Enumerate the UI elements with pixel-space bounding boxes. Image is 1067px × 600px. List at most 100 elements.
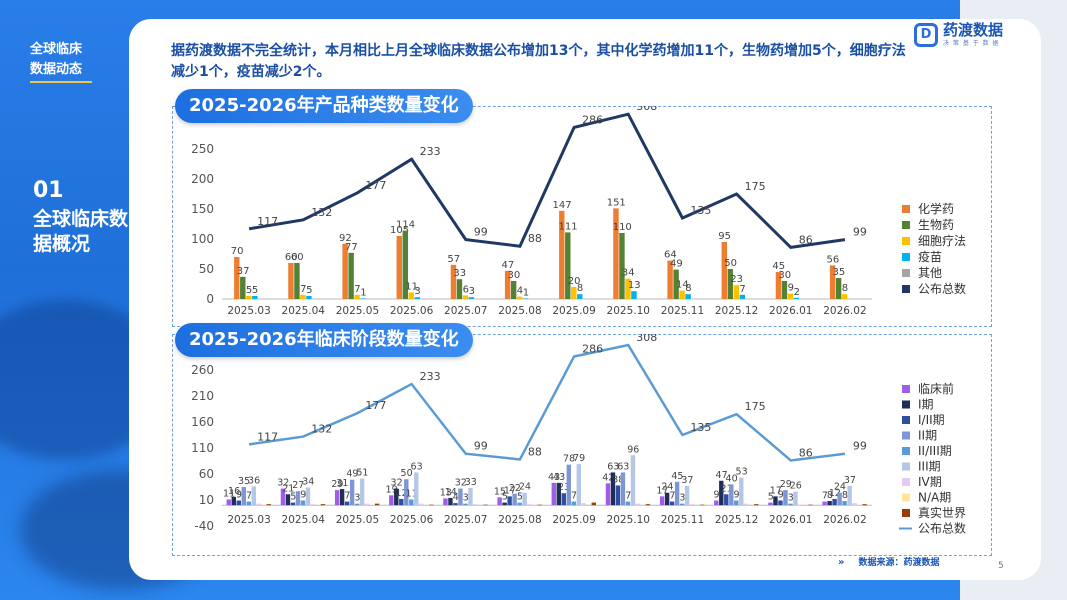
- x-tick-label: 2025.10: [607, 514, 650, 526]
- legend-swatch: [902, 431, 910, 440]
- bar-data-label: 4: [453, 492, 459, 503]
- bar: [414, 472, 419, 506]
- bar: [714, 500, 719, 506]
- bar: [522, 492, 527, 506]
- bar-data-label: 3: [414, 286, 420, 297]
- bar: [835, 278, 842, 299]
- legend-label: II期: [918, 429, 937, 443]
- x-tick-label: 2025.08: [498, 305, 541, 317]
- line-data-label: 177: [365, 399, 386, 412]
- bar: [798, 504, 803, 506]
- bar-data-label: 79: [573, 453, 585, 464]
- bar: [483, 504, 488, 506]
- bar-data-label: 11: [406, 488, 418, 499]
- legend-swatch: [902, 478, 910, 486]
- bar: [613, 208, 619, 299]
- x-tick-label: 2026.01: [769, 305, 812, 317]
- bar-data-label: 47: [502, 260, 515, 271]
- bar: [625, 278, 631, 299]
- bar-data-label: 5: [246, 285, 252, 296]
- chart-clinical-phases: -40 10 60 110 160 210 260 2025.03 2025.04 2025.05…: [191, 334, 966, 536]
- bar: [862, 504, 867, 506]
- bar: [664, 492, 670, 506]
- bar: [456, 279, 463, 299]
- bar: [669, 501, 675, 506]
- x-tick-label: 2025.04: [282, 305, 326, 317]
- bar: [344, 501, 350, 506]
- bar: [679, 290, 685, 299]
- logo-tagline: 决 策 基 于 数 据: [943, 40, 1000, 47]
- bar-data-label: 33: [465, 477, 477, 488]
- line-data-label: 132: [311, 423, 332, 436]
- line-data-label: 308: [636, 334, 657, 344]
- bar: [842, 501, 847, 506]
- bar: [827, 501, 832, 506]
- bar: [290, 502, 296, 506]
- x-tick-label: 2025.04: [282, 514, 326, 526]
- bar: [342, 243, 348, 299]
- line-data-label: 86: [799, 233, 813, 246]
- bar: [645, 504, 651, 506]
- bar: [443, 498, 448, 506]
- bar-data-label: 19: [386, 484, 398, 495]
- bar-data-label: 8: [842, 490, 848, 501]
- bar-data-label: 32: [277, 478, 289, 489]
- bar-data-label: 38: [612, 474, 624, 485]
- bar-data-label: 7: [571, 491, 577, 502]
- bar: [354, 503, 360, 506]
- bar: [734, 500, 739, 506]
- bar-data-label: 32: [455, 478, 467, 489]
- bar: [280, 488, 286, 506]
- y-tick-label: 50: [199, 262, 214, 276]
- chart1-title: 2025-2026年产品种类数量变化: [175, 89, 473, 123]
- bar: [733, 285, 739, 299]
- nav-section-link[interactable]: 全球临床 数据动态: [30, 40, 82, 80]
- footer-source: » 数据来源：药渡数据: [838, 555, 939, 568]
- y-tick-label: 250: [191, 142, 214, 156]
- bar: [837, 492, 842, 506]
- legend-swatch: [902, 462, 910, 471]
- bar-data-label: 29: [331, 479, 343, 490]
- bar-data-label: 34: [302, 477, 314, 488]
- bar: [559, 210, 565, 299]
- bar: [497, 497, 502, 506]
- bar: [630, 455, 636, 506]
- legend-swatch: [902, 237, 910, 245]
- bar: [234, 257, 240, 299]
- bar: [448, 497, 453, 506]
- legend-label: 真实世界: [918, 505, 966, 520]
- legend-swatch: [902, 416, 910, 424]
- x-tick-label: 2025.05: [336, 305, 379, 317]
- bar-data-label: 49: [670, 259, 683, 270]
- bar: [631, 291, 637, 299]
- y-tick-label: 260: [191, 363, 214, 377]
- bar-data-label: 16: [228, 486, 240, 497]
- bar-data-label: 47: [716, 470, 728, 481]
- y-tick-label: 200: [191, 172, 214, 186]
- line-data-label: 99: [474, 440, 488, 453]
- bar-data-label: 5: [768, 492, 774, 503]
- y-tick-label: 100: [191, 232, 214, 246]
- bar: [473, 504, 478, 506]
- bar-data-label: 29: [780, 479, 792, 490]
- bar-data-label: 77: [345, 242, 358, 253]
- section-number: 01: [33, 178, 64, 203]
- bar: [256, 503, 261, 506]
- bar: [610, 472, 616, 506]
- bar: [349, 479, 355, 506]
- bar: [295, 491, 301, 506]
- bar: [739, 294, 745, 299]
- nav-label-line1: 全球临床: [30, 42, 83, 57]
- bar-data-label: 60: [291, 252, 304, 263]
- bar-data-label: 50: [401, 468, 413, 479]
- bar-data-label: 3: [463, 493, 469, 504]
- line-data-label: 175: [745, 180, 766, 193]
- line-data-label: 135: [690, 421, 711, 434]
- page-number: 5: [998, 561, 1004, 571]
- legend-label: 公布总数: [918, 521, 966, 536]
- bar-data-label: 1: [523, 287, 529, 298]
- bar: [463, 503, 468, 506]
- bar: [512, 493, 517, 506]
- bar-data-label: 43: [548, 472, 560, 483]
- bar: [744, 503, 749, 506]
